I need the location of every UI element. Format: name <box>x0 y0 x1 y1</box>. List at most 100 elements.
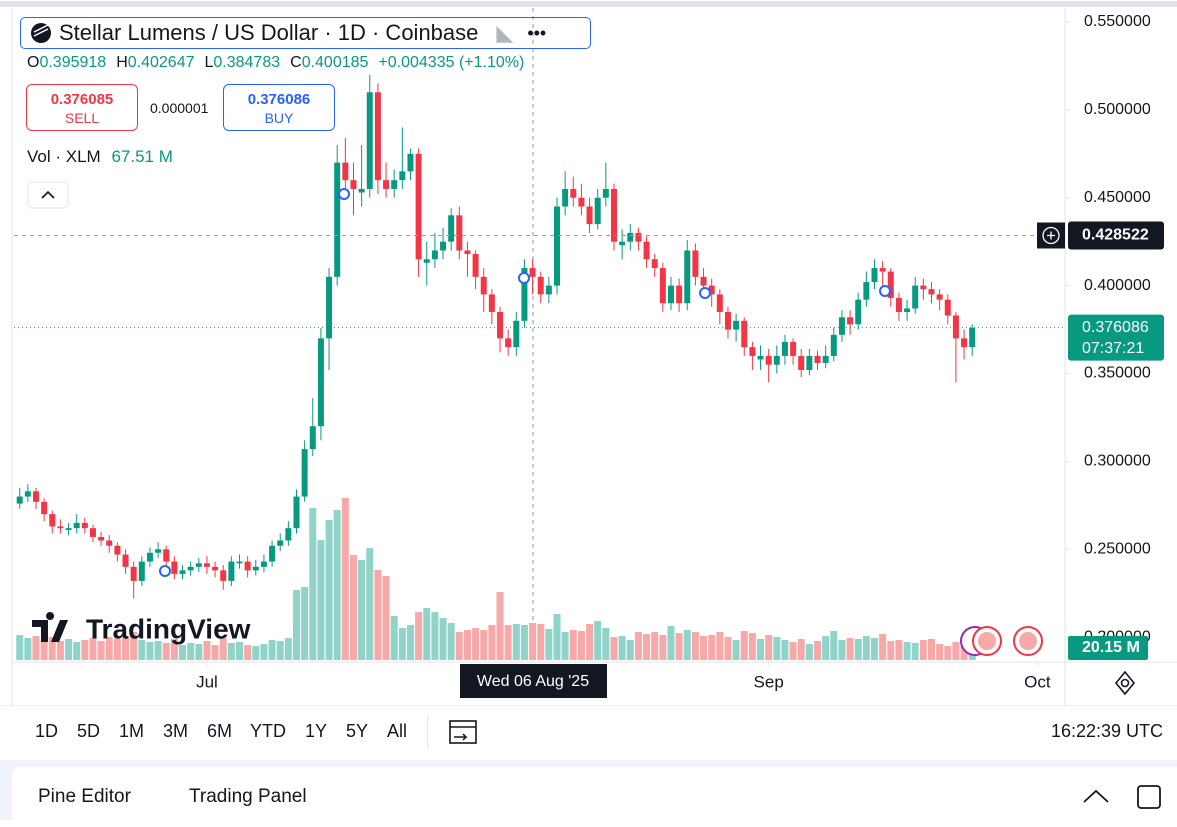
candle-body <box>57 526 64 529</box>
volume-bar <box>683 630 691 660</box>
candle-body <box>49 514 56 527</box>
volume-bar <box>317 540 325 660</box>
candle-body <box>635 232 642 242</box>
volume-bar <box>594 621 602 660</box>
settings-icon[interactable] <box>1114 670 1136 696</box>
volume-bar <box>781 640 789 660</box>
volume-bar <box>138 640 146 660</box>
volume-bar <box>871 638 879 660</box>
symbol-title[interactable]: Stellar Lumens / US Dollar · 1D · Coinba… <box>20 17 591 49</box>
flag: ◣ <box>496 20 514 45</box>
volume-bar <box>374 570 382 660</box>
range-button[interactable]: 5D <box>77 721 101 741</box>
volume-bar <box>691 632 699 660</box>
volume-bar <box>659 635 667 660</box>
range-button[interactable]: 5Y <box>346 721 369 741</box>
candle-body <box>203 563 210 567</box>
candle-body <box>724 311 731 330</box>
candle-body <box>244 561 251 571</box>
logo-glyph <box>32 612 68 642</box>
candle-body <box>855 299 862 325</box>
candle-body <box>749 347 756 356</box>
volume-bar <box>618 636 626 660</box>
candle-body <box>41 501 48 515</box>
range-button[interactable]: 3M <box>163 721 189 741</box>
volume-bar <box>789 642 797 660</box>
volume-bar <box>260 644 268 660</box>
volume-bar <box>32 636 40 660</box>
ohlc-value: 0.384783 <box>213 54 281 71</box>
event-marker[interactable] <box>338 188 350 200</box>
volume-bar <box>439 618 447 660</box>
candle-body <box>24 491 31 497</box>
date-range-icon[interactable] <box>446 716 480 748</box>
event-marker[interactable] <box>879 285 891 297</box>
candle-body <box>912 285 919 309</box>
candle-body <box>480 276 487 295</box>
range-button[interactable]: 1Y <box>305 721 328 741</box>
candle-body <box>586 206 593 225</box>
volume-bar <box>610 637 618 660</box>
y-tick-label: 0.300000 <box>1084 453 1151 470</box>
range-button[interactable]: 6M <box>207 721 233 741</box>
volume-bar <box>268 640 276 660</box>
y-tick-label: 0.400000 <box>1084 277 1151 294</box>
candle-body <box>309 426 316 450</box>
candle-body <box>871 268 878 283</box>
sell-button[interactable]: 0.376085 SELL <box>26 84 138 131</box>
crosshair-price-box <box>1068 221 1164 250</box>
candle-body <box>920 285 927 290</box>
buy-label: BUY <box>264 110 294 126</box>
volume-bar <box>887 641 895 660</box>
expand-icon[interactable] <box>1083 789 1109 803</box>
range-button[interactable]: YTD <box>250 721 286 741</box>
panel-tab[interactable]: Trading Panel <box>189 786 307 807</box>
bottom-panel <box>12 767 1177 827</box>
range-button[interactable]: 1M <box>119 721 145 741</box>
crosshair-plus-sign <box>1047 231 1055 240</box>
more-button[interactable]: ••• <box>527 22 547 43</box>
candle-body <box>497 311 504 339</box>
event-marker[interactable] <box>159 565 171 577</box>
collapse-button[interactable] <box>27 181 69 209</box>
volume-bar <box>838 640 846 660</box>
ohlc-key: L <box>204 54 214 71</box>
candle-body <box>138 561 145 581</box>
ohlc-row: O0.395918 H0.402647 L0.384783 C0.400185 +0.0… <box>27 54 534 72</box>
candle-body <box>16 496 23 504</box>
event-marker[interactable] <box>699 287 711 299</box>
event-marker[interactable] <box>518 272 530 284</box>
volume-bar <box>24 638 32 660</box>
candle-body <box>277 540 284 546</box>
candle-body <box>423 259 430 263</box>
volume-bar <box>602 628 610 660</box>
clock[interactable]: 16:22:39 UTC <box>1050 721 1163 741</box>
ohlc-value: 0.402647 <box>127 54 195 71</box>
candle-body <box>521 268 528 321</box>
ohlc-value: 0.400185 <box>301 54 369 71</box>
candle-body <box>684 250 691 304</box>
volume-bar <box>358 560 366 660</box>
buy-button[interactable]: 0.376086 BUY <box>223 84 335 131</box>
volume-bar <box>846 638 854 660</box>
y-tick-label: 0.500000 <box>1084 101 1151 118</box>
candle-body <box>619 241 626 246</box>
countdown: 07:37:21 <box>1082 340 1144 357</box>
panel-tab[interactable]: Pine Editor <box>38 786 131 807</box>
spread: 0.000001 <box>150 100 209 116</box>
x-tick-label: Sep <box>754 672 784 691</box>
volume-bar <box>276 641 284 660</box>
volume-bar <box>797 639 805 660</box>
sell-label: SELL <box>64 110 100 126</box>
candle-body <box>464 250 471 254</box>
range-button[interactable]: All <box>387 721 408 741</box>
volume-bar <box>366 548 374 660</box>
range-button[interactable]: 1D <box>35 721 59 741</box>
maximize-icon[interactable] <box>1137 785 1161 809</box>
volume-last: 20.15 M <box>1082 639 1140 656</box>
volume-bar <box>952 642 960 660</box>
candle-body <box>944 299 951 316</box>
flag-icon <box>1019 632 1037 650</box>
volume-bar <box>187 643 195 660</box>
volume-value: 67.51 M <box>111 147 173 166</box>
